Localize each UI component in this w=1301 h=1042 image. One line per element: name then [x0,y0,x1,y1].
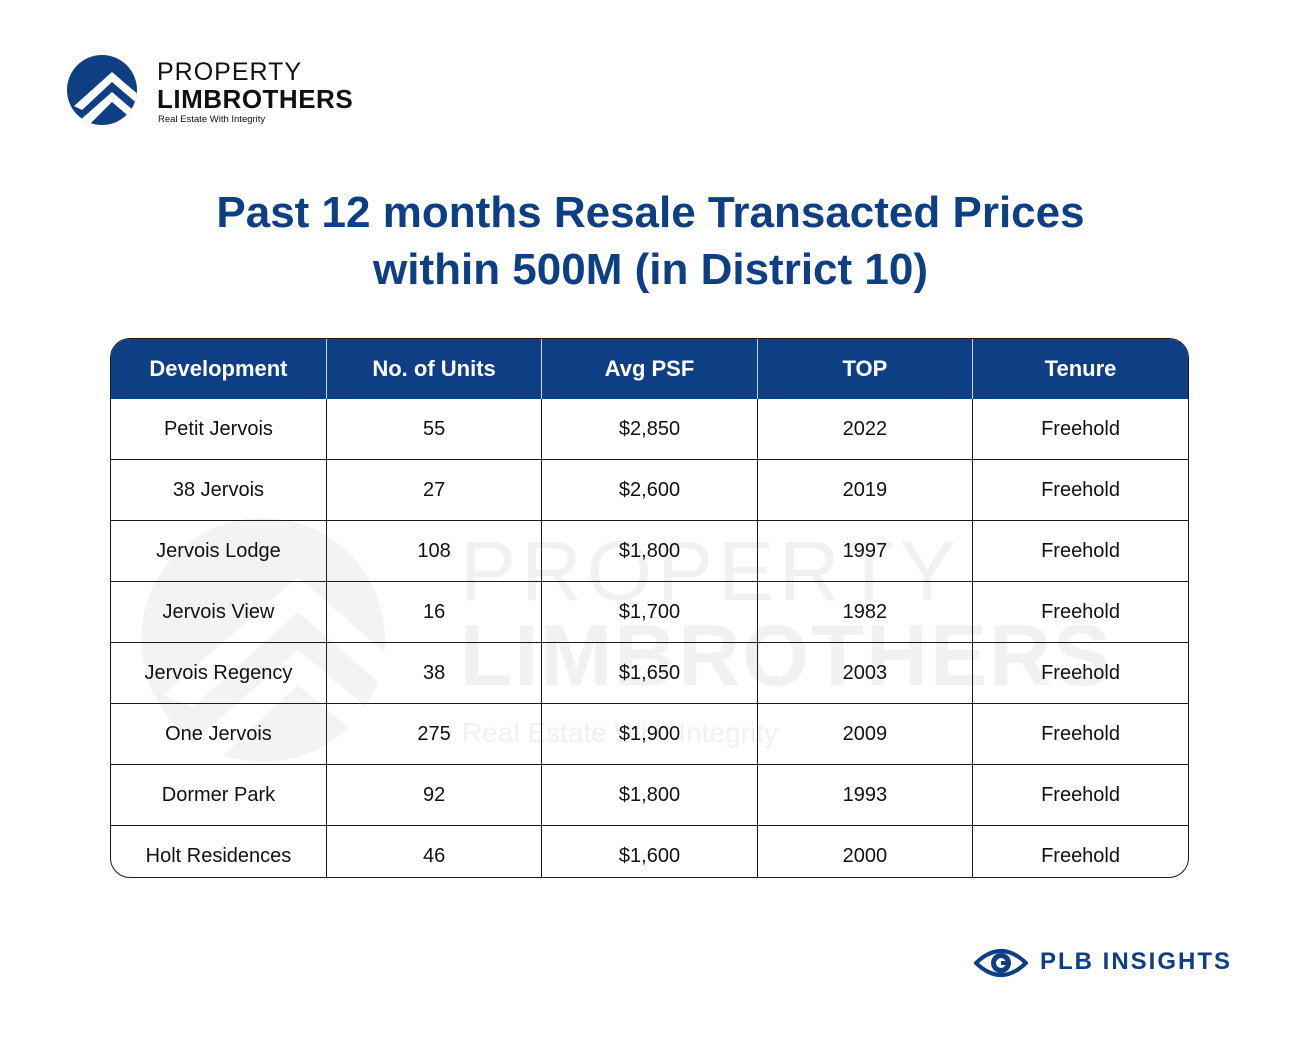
table-row: Petit Jervois 55 $2,850 2022 Freehold [111,399,1188,460]
cell-top: 1982 [757,581,974,643]
cell-units: 46 [326,825,543,877]
cell-tenure: Freehold [972,703,1188,765]
cell-development: Jervois Regency [111,642,327,704]
cell-development: Holt Residences [111,825,327,877]
header-units: No. of Units [326,339,543,399]
plb-insights-logo: PLB INSIGHTS [974,942,1244,984]
table-row: 38 Jervois 27 $2,600 2019 Freehold [111,459,1188,521]
cell-units: 55 [326,399,543,460]
logo-text-property: PROPERTY [157,58,303,86]
cell-avg-psf: $1,600 [541,825,758,877]
cell-avg-psf: $1,650 [541,642,758,704]
cell-top: 1997 [757,520,974,582]
cell-development: Jervois View [111,581,327,643]
cell-development: One Jervois [111,703,327,765]
cell-avg-psf: $2,600 [541,459,758,521]
limbrothers-roof-icon [67,55,137,125]
table-row: One Jervois 275 $1,900 2009 Freehold [111,703,1188,765]
cell-development: Jervois Lodge [111,520,327,582]
cell-units: 92 [326,764,543,826]
cell-development: 38 Jervois [111,459,327,521]
header-development: Development [111,339,327,399]
table-row: Holt Residences 46 $1,600 2000 Freehold [111,825,1188,877]
table-row: Jervois View 16 $1,700 1982 Freehold [111,581,1188,643]
cell-tenure: Freehold [972,459,1188,521]
cell-avg-psf: $1,800 [541,520,758,582]
cell-tenure: Freehold [972,825,1188,877]
logo-tagline: Real Estate With Integrity [158,114,266,125]
cell-tenure: Freehold [972,581,1188,643]
cell-units: 275 [326,703,543,765]
header-top: TOP [757,339,974,399]
cell-units: 27 [326,459,543,521]
eye-icon [974,949,1028,977]
cell-avg-psf: $1,800 [541,764,758,826]
header-avg-psf: Avg PSF [541,339,758,399]
cell-top: 1993 [757,764,974,826]
cell-top: 2019 [757,459,974,521]
header-tenure: Tenure [972,339,1188,399]
footer-brand-text: PLB INSIGHTS [1040,948,1233,975]
cell-top: 2022 [757,399,974,460]
table-row: Dormer Park 92 $1,800 1993 Freehold [111,764,1188,826]
cell-top: 2003 [757,642,974,704]
cell-development: Petit Jervois [111,399,327,460]
cell-tenure: Freehold [972,520,1188,582]
cell-tenure: Freehold [972,764,1188,826]
logo-text-limbrothers: LIMBROTHERS [157,84,354,114]
cell-top: 2000 [757,825,974,877]
cell-avg-psf: $1,900 [541,703,758,765]
title-line-2: within 500M (in District 10) [373,245,928,294]
cell-development: Dormer Park [111,764,327,826]
cell-tenure: Freehold [972,642,1188,704]
cell-avg-psf: $1,700 [541,581,758,643]
cell-top: 2009 [757,703,974,765]
page-title: Past 12 months Resale Transacted Prices … [0,184,1301,298]
brand-logo: PROPERTY LIMBROTHERS Real Estate With In… [66,54,386,130]
cell-units: 108 [326,520,543,582]
cell-avg-psf: $2,850 [541,399,758,460]
cell-tenure: Freehold [1041,417,1120,440]
cell-units: 16 [326,581,543,643]
resale-price-table: Development No. of Units Avg PSF TOP Ten… [110,338,1189,878]
title-line-1: Past 12 months Resale Transacted Prices [216,188,1085,237]
table-row: Jervois Regency 38 $1,650 2003 Freehold [111,642,1188,704]
table-header-row: Development No. of Units Avg PSF TOP Ten… [111,339,1188,399]
table-row: Jervois Lodge 108 $1,800 1997 Freehold [111,520,1188,582]
cell-units: 38 [326,642,543,704]
